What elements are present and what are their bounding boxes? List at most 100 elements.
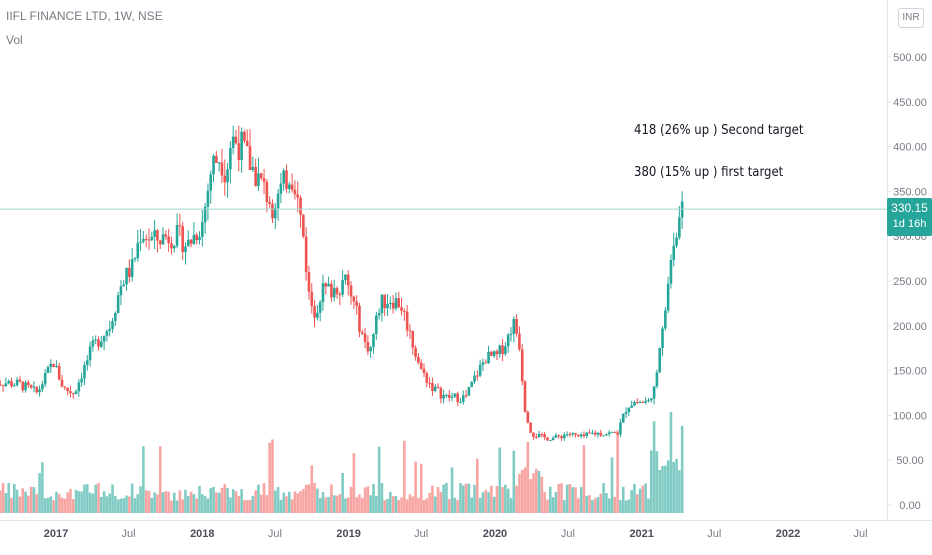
candle-body [369, 347, 372, 352]
candle-body [310, 291, 314, 307]
candle-body [327, 283, 330, 287]
volume-bar [198, 485, 201, 513]
candle-body [172, 245, 176, 249]
volume-bar [540, 476, 544, 513]
candle-body [192, 234, 196, 244]
x-tick-label: Jul [561, 528, 575, 540]
candle-body [512, 318, 516, 334]
candle-body [290, 184, 294, 190]
volume-bar [585, 495, 589, 513]
volume-bar [529, 479, 532, 513]
y-tick-label: 400.00 [893, 142, 927, 154]
candle-body [240, 131, 243, 160]
candle-body [349, 285, 353, 297]
candle-body [41, 384, 44, 390]
volume-bar [363, 487, 367, 513]
volume-bar [478, 497, 482, 513]
candle-body [209, 174, 213, 191]
currency-button[interactable]: INR [898, 8, 924, 28]
volume-bar [259, 494, 263, 513]
candle-body [453, 393, 457, 397]
volume-bar [394, 496, 398, 513]
volume-bar [577, 498, 580, 513]
candle-body [520, 349, 524, 382]
candle-body [638, 402, 642, 404]
candle-body [243, 131, 246, 141]
candle-body [605, 434, 608, 436]
volume-bar [170, 500, 173, 513]
candle-body [133, 258, 137, 260]
volume-bar [299, 491, 302, 513]
x-tick-label: 2022 [776, 528, 800, 540]
candle-body [206, 190, 210, 207]
candle-body [97, 339, 100, 347]
volume-bar [114, 496, 117, 513]
candle-body [557, 435, 560, 437]
y-tick-label: 50.00 [896, 455, 924, 467]
x-tick-label: 2017 [44, 528, 68, 540]
candle-body [32, 386, 36, 388]
candle-body [94, 339, 97, 341]
volume-bar [571, 487, 575, 513]
volume-legend[interactable]: Vol [6, 33, 23, 47]
volume-bar [0, 490, 2, 513]
volume-bar [192, 494, 196, 513]
candle-body [551, 437, 555, 441]
volume-bar [276, 487, 280, 513]
symbol-title[interactable]: IIFL FINANCE LTD, 1W, NSE [6, 9, 163, 23]
volume-bar [467, 483, 471, 513]
volume-bar [105, 496, 109, 513]
volume-bar [231, 489, 235, 513]
candle-body [220, 162, 224, 176]
volume-bar [453, 497, 457, 513]
volume-bar [518, 473, 521, 513]
candle-body [293, 189, 297, 195]
volume-bar [664, 465, 667, 513]
candle-body [38, 389, 41, 393]
candle-body [144, 238, 148, 240]
volume-bar [568, 484, 572, 513]
candle-body [338, 294, 342, 296]
volume-bar [366, 486, 370, 513]
volume-bar [635, 494, 639, 513]
candle-body [184, 246, 187, 253]
candle-body [4, 383, 8, 387]
candle-body [579, 434, 583, 437]
candle-body [383, 294, 387, 309]
candle-body [366, 341, 370, 352]
volume-bar [226, 488, 229, 513]
volume-bar [41, 462, 44, 513]
volume-bar [335, 495, 339, 513]
volume-bar [647, 498, 650, 513]
candle-body [318, 302, 322, 313]
candle-body [265, 181, 269, 202]
volume-bar [251, 495, 255, 513]
y-tick-label: 0.00 [899, 500, 920, 512]
candle-body [490, 351, 493, 356]
candle-body [43, 373, 47, 385]
volume-bar [66, 492, 69, 513]
candle-body [498, 345, 502, 355]
candle-body [1, 385, 5, 387]
candle-body [181, 226, 184, 253]
volume-bar [470, 497, 474, 513]
volume-bar [579, 487, 583, 513]
candle-body [248, 146, 252, 170]
volume-bar [63, 498, 67, 513]
volume-bar [650, 450, 653, 513]
candle-body [257, 173, 260, 187]
axes[interactable]: 0.0050.00100.00150.00200.00250.00300.003… [0, 0, 932, 540]
volume-bar [223, 483, 227, 513]
candle-body [431, 382, 434, 392]
candle-body [237, 143, 241, 160]
candle-body [223, 175, 227, 183]
volume-bar [546, 499, 549, 513]
volume-bar [397, 500, 401, 513]
candle-body [470, 381, 474, 387]
volume-bar [551, 497, 555, 513]
volume-bar [658, 470, 662, 513]
candle-body [74, 391, 78, 395]
volume-bar [273, 490, 277, 513]
